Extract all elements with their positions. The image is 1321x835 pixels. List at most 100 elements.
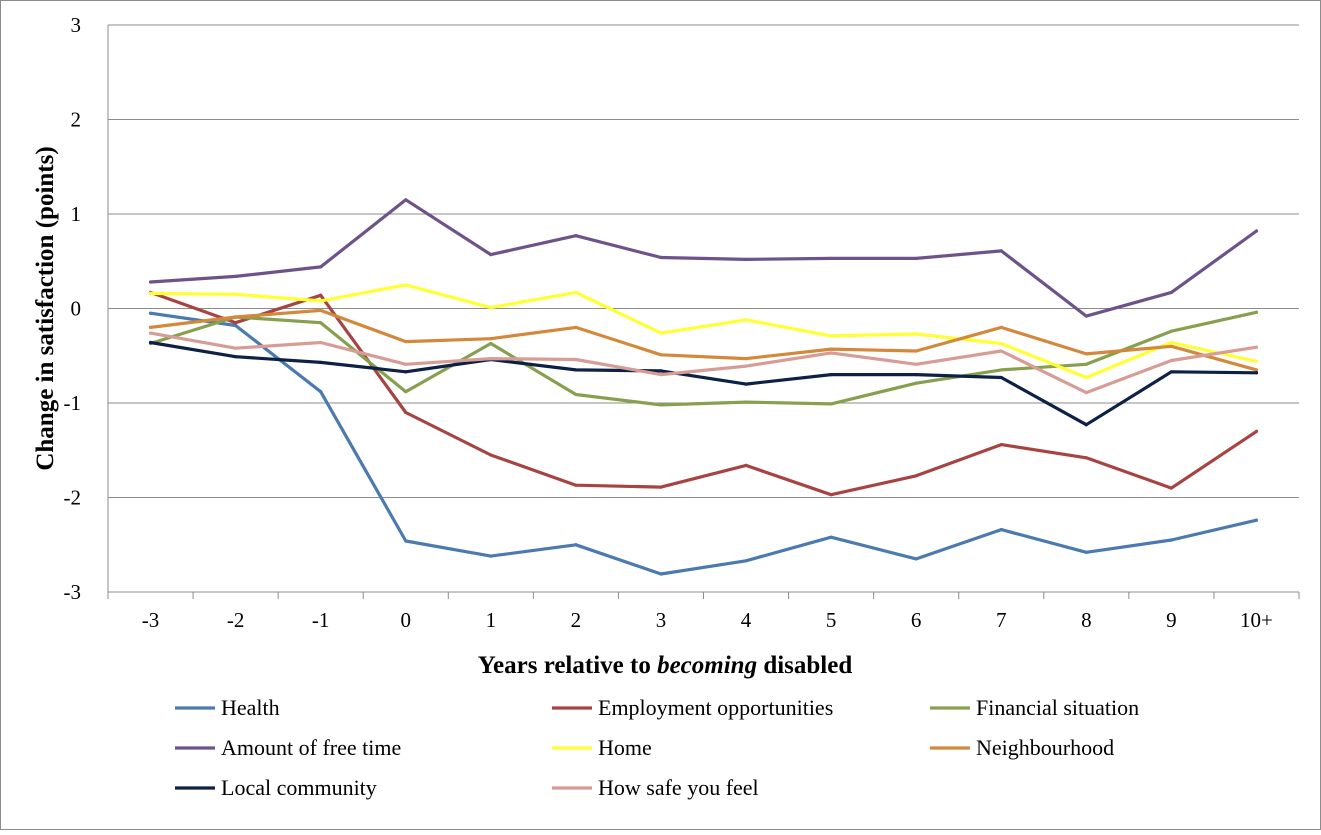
data-point: [489, 453, 493, 457]
data-point: [234, 355, 238, 359]
data-point: [489, 305, 493, 310]
legend-label: Neighbourhood: [976, 735, 1114, 760]
legend-label: How safe you feel: [598, 775, 759, 800]
data-point: [319, 390, 323, 394]
data-point: [1084, 314, 1088, 318]
data-point: [1254, 518, 1259, 522]
x-axis-title-part: disabled: [757, 652, 852, 679]
data-point: [148, 325, 153, 329]
data-point: [489, 337, 493, 341]
legend-label: Employment opportunities: [598, 695, 833, 720]
data-point: [1169, 344, 1173, 348]
data-point: [1254, 371, 1259, 375]
legend-item: Neighbourhood: [930, 735, 1114, 760]
data-point: [404, 410, 408, 415]
y-tick-label: -3: [64, 580, 82, 604]
data-point: [914, 332, 918, 336]
data-point: [914, 362, 918, 366]
data-point: [1169, 538, 1173, 542]
data-point: [404, 339, 408, 344]
series-line-amount-of-free-time: [148, 198, 1259, 318]
x-tick-label: 10+: [1240, 608, 1273, 632]
data-point: [574, 290, 578, 295]
data-point: [234, 323, 238, 328]
data-point: [404, 390, 408, 394]
data-point: [1084, 423, 1088, 427]
data-point: [1084, 362, 1088, 366]
data-point: [148, 311, 153, 315]
data-point: [148, 291, 153, 295]
series-line-home: [148, 283, 1259, 380]
data-point: [1169, 358, 1173, 363]
data-point: [829, 334, 833, 338]
data-point: [659, 485, 663, 489]
data-point: [829, 535, 833, 539]
x-tick-label: 6: [911, 608, 922, 632]
data-point: [1169, 340, 1173, 345]
data-point: [148, 280, 153, 284]
data-point: [1254, 429, 1259, 433]
series-line-local-community: [148, 340, 1259, 427]
legend-item: Home: [552, 735, 652, 760]
data-point: [319, 360, 323, 364]
x-tick-label: 5: [826, 608, 837, 632]
x-tick-label: -3: [142, 608, 160, 632]
data-point: [404, 198, 408, 202]
data-point: [999, 528, 1003, 532]
data-point: [1084, 550, 1088, 554]
data-point: [574, 392, 578, 397]
data-point: [659, 353, 663, 357]
data-point: [319, 293, 323, 297]
data-point: [148, 331, 153, 335]
data-point: [914, 349, 918, 353]
series-line-neighbourhood: [148, 308, 1259, 372]
data-point: [148, 340, 153, 345]
legend-item: Local community: [175, 775, 377, 800]
data-point: [234, 346, 238, 350]
series-line-financial-situation: [148, 310, 1259, 407]
data-point: [999, 341, 1003, 346]
data-point: [574, 368, 578, 372]
legend-label: Home: [598, 735, 652, 760]
data-point: [999, 325, 1003, 329]
data-point: [659, 255, 663, 260]
legend-label: Financial situation: [976, 695, 1139, 720]
y-tick-label: -2: [64, 486, 82, 510]
data-point: [914, 381, 918, 385]
data-point: [659, 572, 663, 576]
data-point: [319, 340, 323, 345]
data-point: [999, 442, 1003, 447]
data-point: [659, 331, 663, 335]
x-axis-title-part: Years relative to: [478, 652, 657, 679]
x-tick-label: 0: [401, 608, 412, 632]
data-point: [1254, 229, 1259, 233]
data-point: [319, 265, 323, 269]
y-tick-label: -1: [64, 391, 82, 415]
data-point: [914, 474, 918, 478]
data-point: [1084, 352, 1088, 356]
data-point: [404, 362, 408, 366]
data-point: [659, 403, 663, 407]
legend-item: Health: [175, 695, 280, 720]
data-point: [574, 483, 578, 487]
data-point: [574, 325, 578, 329]
data-point: [999, 349, 1003, 353]
x-axis-title-italic: becoming: [657, 652, 757, 679]
data-point: [1169, 486, 1173, 490]
data-point: [1084, 375, 1088, 380]
legend-item: Financial situation: [930, 695, 1139, 720]
data-point: [744, 356, 748, 361]
data-point: [1254, 359, 1259, 364]
data-point: [404, 283, 408, 287]
x-tick-label: -1: [312, 608, 330, 632]
data-point: [1254, 310, 1259, 314]
data-point: [829, 347, 833, 351]
legend-item: Employment opportunities: [552, 695, 833, 720]
data-point: [744, 318, 748, 322]
x-tick-label: 3: [656, 608, 667, 632]
data-point: [914, 557, 918, 561]
data-point: [404, 539, 408, 543]
data-point: [489, 554, 493, 558]
